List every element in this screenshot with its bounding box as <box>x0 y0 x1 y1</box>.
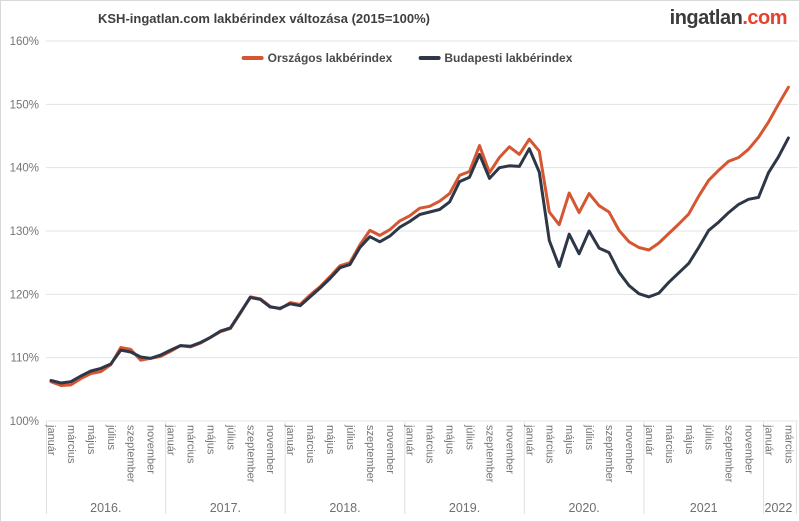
x-tick-label: november <box>623 425 635 474</box>
x-tick-label: november <box>264 425 276 474</box>
x-tick-label: január <box>45 424 57 456</box>
y-tick-label: 130% <box>10 226 39 238</box>
x-tick-label: július <box>464 424 476 451</box>
logo-name: ingatlan <box>669 7 743 29</box>
x-tick-label: március <box>185 425 197 464</box>
x-tick-label: március <box>424 425 436 464</box>
y-tick-label: 150% <box>10 99 39 111</box>
x-tick-label: május <box>683 425 695 455</box>
y-tick-label: 140% <box>10 163 39 175</box>
year-label: 2016. <box>90 501 121 515</box>
x-tick-label: január <box>762 424 774 456</box>
x-tick-label: november <box>145 425 157 474</box>
year-label: 2019. <box>449 501 480 515</box>
orszagos-line-swatch-icon <box>241 56 264 60</box>
x-tick-label: január <box>643 424 655 456</box>
x-tick-label: november <box>503 425 515 474</box>
orszagos-series-line <box>49 85 790 387</box>
x-tick-label: május <box>85 425 97 455</box>
year-label: 2022 <box>765 501 793 515</box>
x-tick-label: május <box>563 425 575 455</box>
legend-item-orszagos[interactable]: Országos lakbérindex <box>241 51 393 65</box>
legend-item-budapesti[interactable]: Budapesti lakbérindex <box>418 51 572 65</box>
x-tick-label: május <box>444 425 456 455</box>
x-tick-label: január <box>404 424 416 456</box>
chart-title: KSH-ingatlan.com lakbérindex változása (… <box>98 11 430 26</box>
x-tick-label: szeptember <box>125 425 137 483</box>
x-tick-label: szeptember <box>483 425 495 483</box>
x-tick-label: május <box>324 425 336 455</box>
x-tick-label: szeptember <box>244 425 256 483</box>
year-label: 2020. <box>568 501 599 515</box>
y-tick-label: 120% <box>10 289 39 301</box>
x-tick-label: szeptember <box>364 425 376 483</box>
x-tick-label: május <box>204 425 216 455</box>
x-tick-label: március <box>65 425 77 464</box>
x-tick-label: július <box>344 424 356 451</box>
x-tick-label: november <box>743 425 755 474</box>
x-tick-label: július <box>224 424 236 451</box>
legend-label-budapesti: Budapesti lakbérindex <box>444 51 573 65</box>
year-label: 2017. <box>210 501 241 515</box>
x-tick-label: július <box>703 424 715 451</box>
x-tick-label: március <box>543 425 555 464</box>
x-tick-label: július <box>583 424 595 451</box>
x-tick-label: január <box>284 424 296 456</box>
logo-tld: .com <box>742 7 787 29</box>
x-tick-label: január <box>523 424 535 456</box>
y-tick-label: 160% <box>10 36 39 48</box>
x-tick-label: július <box>105 424 117 451</box>
year-label: 2021 <box>690 501 718 515</box>
y-tick-label: 100% <box>10 416 39 428</box>
x-tick-label: március <box>663 425 675 464</box>
year-label: 2018. <box>329 501 360 515</box>
x-tick-label: szeptember <box>723 425 735 483</box>
budapesti-series-line <box>49 136 790 385</box>
x-tick-label: november <box>384 425 396 474</box>
legend: Országos lakbérindex Budapesti lakbérind… <box>241 51 572 65</box>
ingatlan-com-logo: ingatlan.com <box>669 7 788 30</box>
x-tick-label: március <box>304 425 316 464</box>
legend-label-orszagos: Országos lakbérindex <box>267 51 393 65</box>
x-tick-label: január <box>165 424 177 456</box>
y-tick-label: 110% <box>10 353 39 365</box>
x-tick-label: március <box>782 425 794 464</box>
x-tick-label: szeptember <box>603 425 615 483</box>
budapesti-line-swatch-icon <box>418 56 441 60</box>
